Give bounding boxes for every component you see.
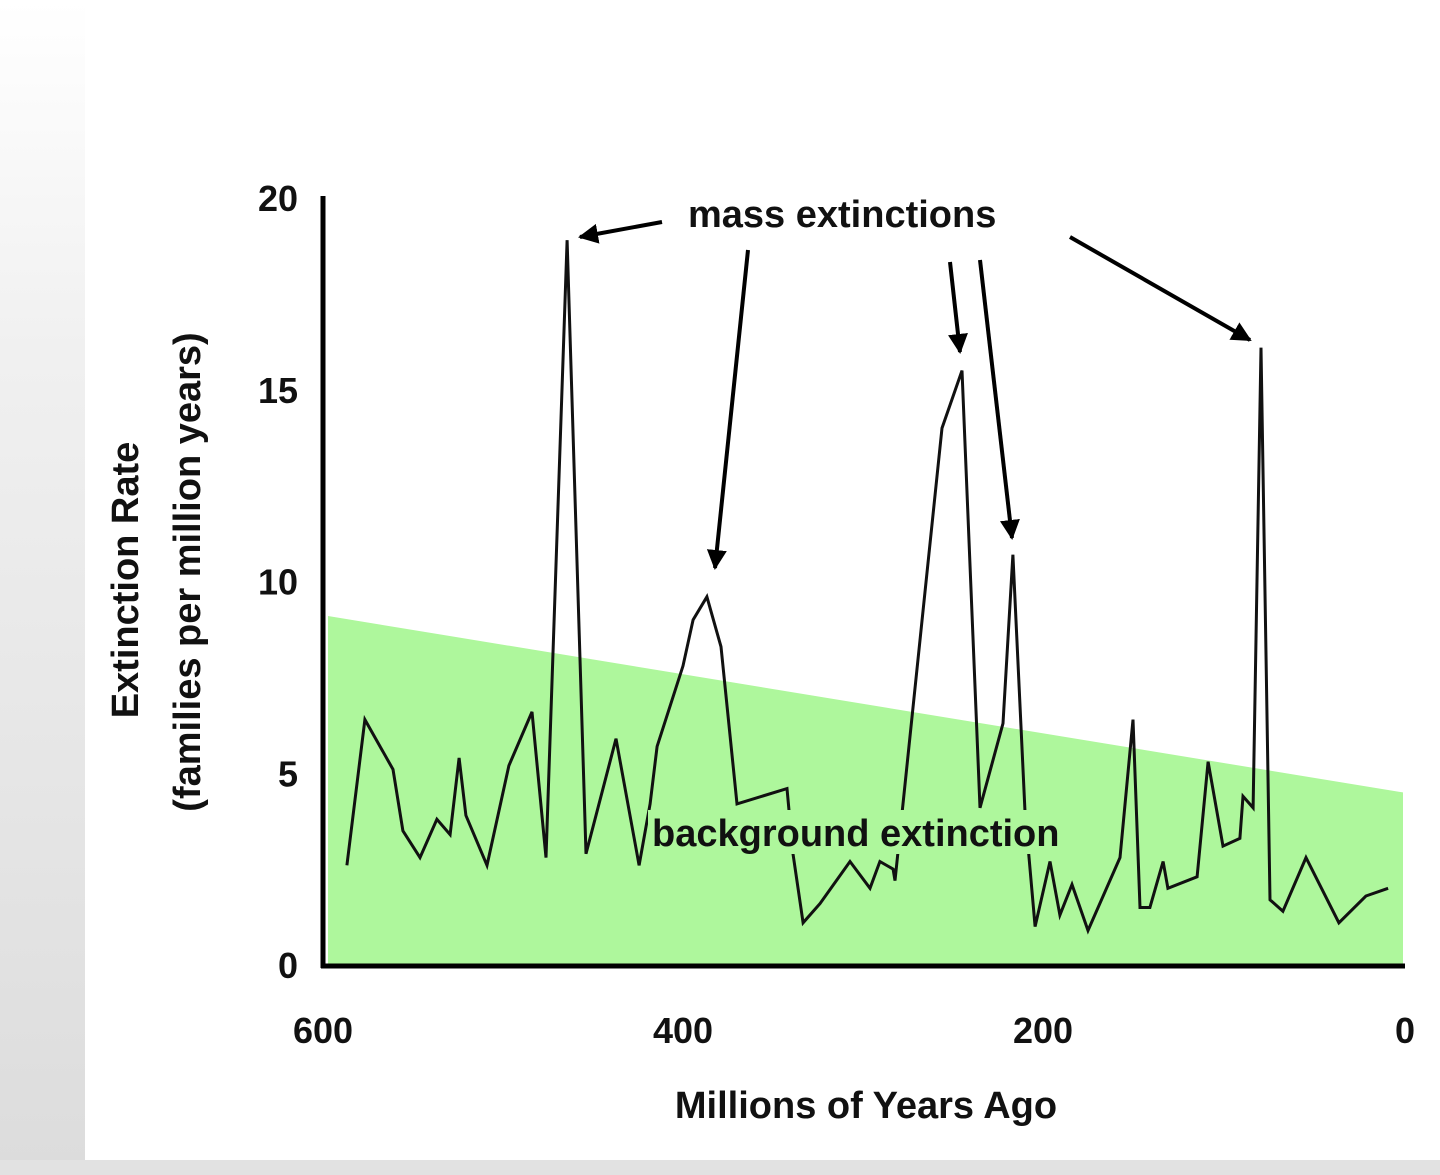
arrow-ordovician [578, 220, 663, 244]
extinction-rate-line [345, 240, 1389, 935]
y-axis-title: Extinction Rate [105, 442, 147, 719]
y-tick-label: 10 [258, 562, 298, 603]
y-axis-subtitle: (families per million years) [167, 332, 209, 811]
y-tick-label: 20 [258, 178, 298, 219]
y-tick-label: 0 [278, 945, 298, 986]
x-tick-label: 600 [293, 1010, 353, 1051]
x-axis-title: Millions of Years Ago [675, 1085, 1057, 1127]
x-tick-label: 400 [653, 1010, 713, 1051]
y-tick-label: 5 [278, 753, 298, 794]
mass-extinction-arrows [578, 220, 1252, 570]
bottom-background-strip [0, 1160, 1440, 1175]
x-tick-label: 0 [1395, 1010, 1415, 1051]
arrow-devonian [706, 249, 750, 570]
left-background-gradient [0, 0, 85, 1175]
x-tick-label: 200 [1013, 1010, 1073, 1051]
y-tick-label: 15 [258, 370, 298, 411]
mass-extinctions-label: mass extinctions [688, 194, 996, 236]
arrow-permian [948, 261, 968, 354]
band-label-backdrop [648, 810, 1118, 854]
background-extinction-band [328, 616, 1403, 965]
arrow-triassic [978, 259, 1020, 540]
arrow-cretaceous [1069, 235, 1252, 342]
background-extinction-label: background extinction [652, 813, 1059, 855]
